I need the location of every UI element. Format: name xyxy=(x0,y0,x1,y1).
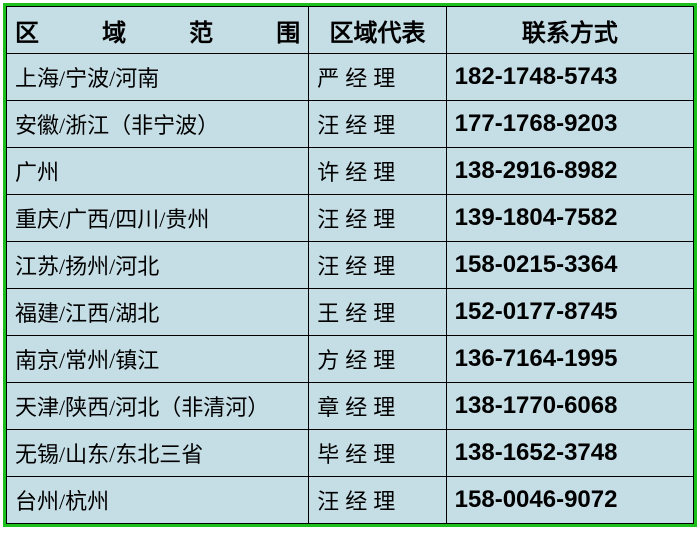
table-row: 江苏/扬州/河北 汪经理 158-0215-3364 xyxy=(7,242,694,289)
phone-cell: 182-1748-5743 xyxy=(446,54,693,101)
rep-cell: 章经理 xyxy=(309,383,446,430)
contact-table-container: 区 域 范 围 区域代表 联系方式 上海/宁波/河南 严经理 182-1748-… xyxy=(3,3,697,527)
region-cell: 江苏/扬州/河北 xyxy=(7,242,309,289)
phone-cell: 152-0177-8745 xyxy=(446,289,693,336)
rep-cell: 汪经理 xyxy=(309,242,446,289)
contact-table: 区 域 范 围 区域代表 联系方式 上海/宁波/河南 严经理 182-1748-… xyxy=(6,6,694,524)
region-cell: 安徽/浙江（非宁波） xyxy=(7,101,309,148)
header-rep: 区域代表 xyxy=(309,7,446,54)
rep-cell: 汪经理 xyxy=(309,101,446,148)
table-row: 福建/江西/湖北 王经理 152-0177-8745 xyxy=(7,289,694,336)
region-cell: 天津/陕西/河北（非清河） xyxy=(7,383,309,430)
phone-cell: 138-1770-6068 xyxy=(446,383,693,430)
table-row: 广州 许经理 138-2916-8982 xyxy=(7,148,694,195)
rep-cell: 汪经理 xyxy=(309,195,446,242)
region-cell: 福建/江西/湖北 xyxy=(7,289,309,336)
rep-cell: 毕经理 xyxy=(309,430,446,477)
phone-cell: 139-1804-7582 xyxy=(446,195,693,242)
table-row: 无锡/山东/东北三省 毕经理 138-1652-3748 xyxy=(7,430,694,477)
region-cell: 重庆/广西/四川/贵州 xyxy=(7,195,309,242)
region-cell: 台州/杭州 xyxy=(7,477,309,524)
phone-cell: 136-7164-1995 xyxy=(446,336,693,383)
region-cell: 上海/宁波/河南 xyxy=(7,54,309,101)
table-row: 上海/宁波/河南 严经理 182-1748-5743 xyxy=(7,54,694,101)
table-row: 安徽/浙江（非宁波） 汪经理 177-1768-9203 xyxy=(7,101,694,148)
phone-cell: 158-0215-3364 xyxy=(446,242,693,289)
table-row: 天津/陕西/河北（非清河） 章经理 138-1770-6068 xyxy=(7,383,694,430)
region-cell: 南京/常州/镇江 xyxy=(7,336,309,383)
table-row: 台州/杭州 汪经理 158-0046-9072 xyxy=(7,477,694,524)
region-cell: 广州 xyxy=(7,148,309,195)
rep-cell: 王经理 xyxy=(309,289,446,336)
phone-cell: 138-2916-8982 xyxy=(446,148,693,195)
table-row: 重庆/广西/四川/贵州 汪经理 139-1804-7582 xyxy=(7,195,694,242)
table-row: 南京/常州/镇江 方经理 136-7164-1995 xyxy=(7,336,694,383)
phone-cell: 138-1652-3748 xyxy=(446,430,693,477)
phone-cell: 177-1768-9203 xyxy=(446,101,693,148)
header-phone: 联系方式 xyxy=(446,7,693,54)
rep-cell: 方经理 xyxy=(309,336,446,383)
phone-cell: 158-0046-9072 xyxy=(446,477,693,524)
rep-cell: 许经理 xyxy=(309,148,446,195)
table-header-row: 区 域 范 围 区域代表 联系方式 xyxy=(7,7,694,54)
rep-cell: 汪经理 xyxy=(309,477,446,524)
header-region: 区 域 范 围 xyxy=(7,7,309,54)
table-body: 上海/宁波/河南 严经理 182-1748-5743 安徽/浙江（非宁波） 汪经… xyxy=(7,54,694,524)
region-cell: 无锡/山东/东北三省 xyxy=(7,430,309,477)
rep-cell: 严经理 xyxy=(309,54,446,101)
